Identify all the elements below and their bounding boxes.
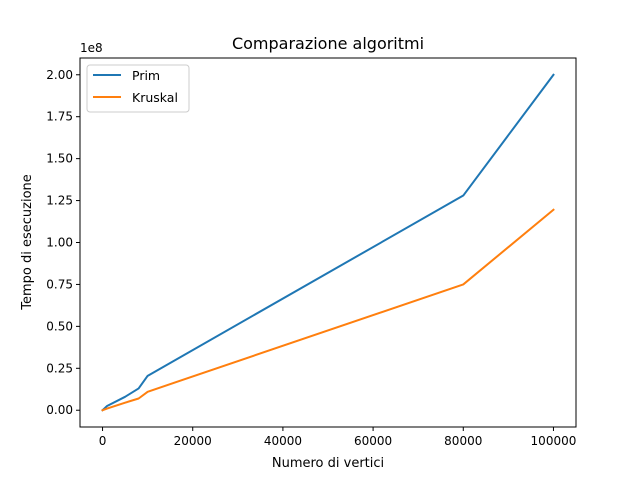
series-layer bbox=[101, 73, 555, 412]
x-tick-label: 40000 bbox=[264, 434, 302, 448]
y-tick-label: 2.00 bbox=[46, 68, 73, 82]
y-tick-label: 1.75 bbox=[46, 110, 73, 124]
y-tick-label: 0.50 bbox=[46, 319, 73, 333]
y-tick-label: 0.75 bbox=[46, 277, 73, 291]
legend-label-prim: Prim bbox=[132, 68, 160, 83]
x-tick-label: 80000 bbox=[444, 434, 482, 448]
y-offset-label: 1e8 bbox=[80, 41, 103, 55]
series-line-prim bbox=[101, 73, 555, 412]
chart-title: Comparazione algoritmi bbox=[232, 34, 424, 53]
legend: Prim Kruskal bbox=[86, 64, 190, 113]
y-axis-label: Tempo di esecuzione bbox=[20, 174, 35, 311]
y-tick-label: 1.25 bbox=[46, 194, 73, 208]
y-tick-label: 1.00 bbox=[46, 236, 73, 250]
y-tick-label: 0.25 bbox=[46, 361, 73, 375]
x-axis-ticks: 0 20000 40000 60000 80000 100000 bbox=[99, 427, 577, 448]
series-line-kruskal bbox=[101, 208, 555, 412]
x-tick-label: 20000 bbox=[174, 434, 212, 448]
y-tick-label: 1.50 bbox=[46, 152, 73, 166]
legend-label-kruskal: Kruskal bbox=[132, 90, 178, 105]
legend-box bbox=[86, 64, 190, 113]
x-tick-label: 0 bbox=[99, 434, 107, 448]
x-tick-label: 60000 bbox=[354, 434, 392, 448]
x-tick-label: 100000 bbox=[531, 434, 577, 448]
y-tick-label: 0.00 bbox=[46, 403, 73, 417]
x-axis-label: Numero di vertici bbox=[272, 456, 384, 471]
y-axis-ticks: 0.00 0.25 0.50 0.75 1.00 1.25 1.50 1.75 2.00 bbox=[46, 68, 80, 417]
